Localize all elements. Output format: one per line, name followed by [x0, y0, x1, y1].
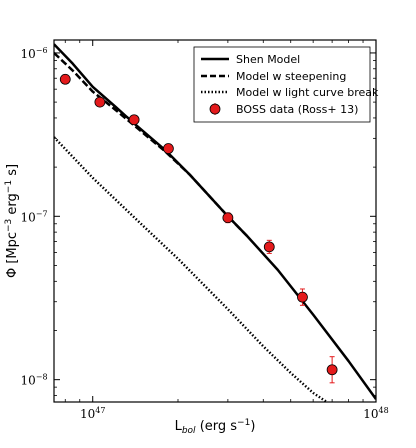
- data-point: [326, 364, 338, 376]
- data-point: [94, 96, 106, 108]
- legend: Shen Model Model w steepening Model w li…: [193, 46, 379, 123]
- y-tick-label: 10−7: [20, 209, 47, 224]
- series-line-dotted: [54, 136, 328, 402]
- data-point: [128, 114, 140, 126]
- x-tick-label: 1048: [363, 406, 388, 421]
- y-tick-label: 10−8: [20, 373, 47, 388]
- data-point: [163, 143, 174, 154]
- data-point: [59, 73, 71, 85]
- x-tick-label: 1047: [80, 406, 105, 421]
- legend-label-light-curve-break: Model w light curve break: [236, 86, 379, 99]
- data-point: [263, 241, 275, 253]
- data-point: [222, 212, 234, 224]
- tick-labels: 1047 1048 10−8 10−7 10−6: [20, 46, 388, 421]
- series-line-dashed: [54, 52, 248, 237]
- plot-frame: [53, 39, 377, 403]
- data-points: [59, 73, 338, 384]
- legend-label-shen-model: Shen Model: [236, 53, 300, 66]
- y-tick-label: 10−6: [20, 46, 47, 61]
- legend-marker: [209, 103, 221, 115]
- legend-label-boss-data: BOSS data (Ross+ 13): [236, 103, 358, 116]
- y-axis-label: Φ [Mpc−3 erg−1 s]: [4, 164, 20, 278]
- series-layer: [54, 43, 376, 402]
- data-point: [297, 291, 308, 303]
- legend-label-steepening: Model w steepening: [236, 70, 346, 83]
- x-axis-label: Lbol (erg s−1): [175, 418, 256, 436]
